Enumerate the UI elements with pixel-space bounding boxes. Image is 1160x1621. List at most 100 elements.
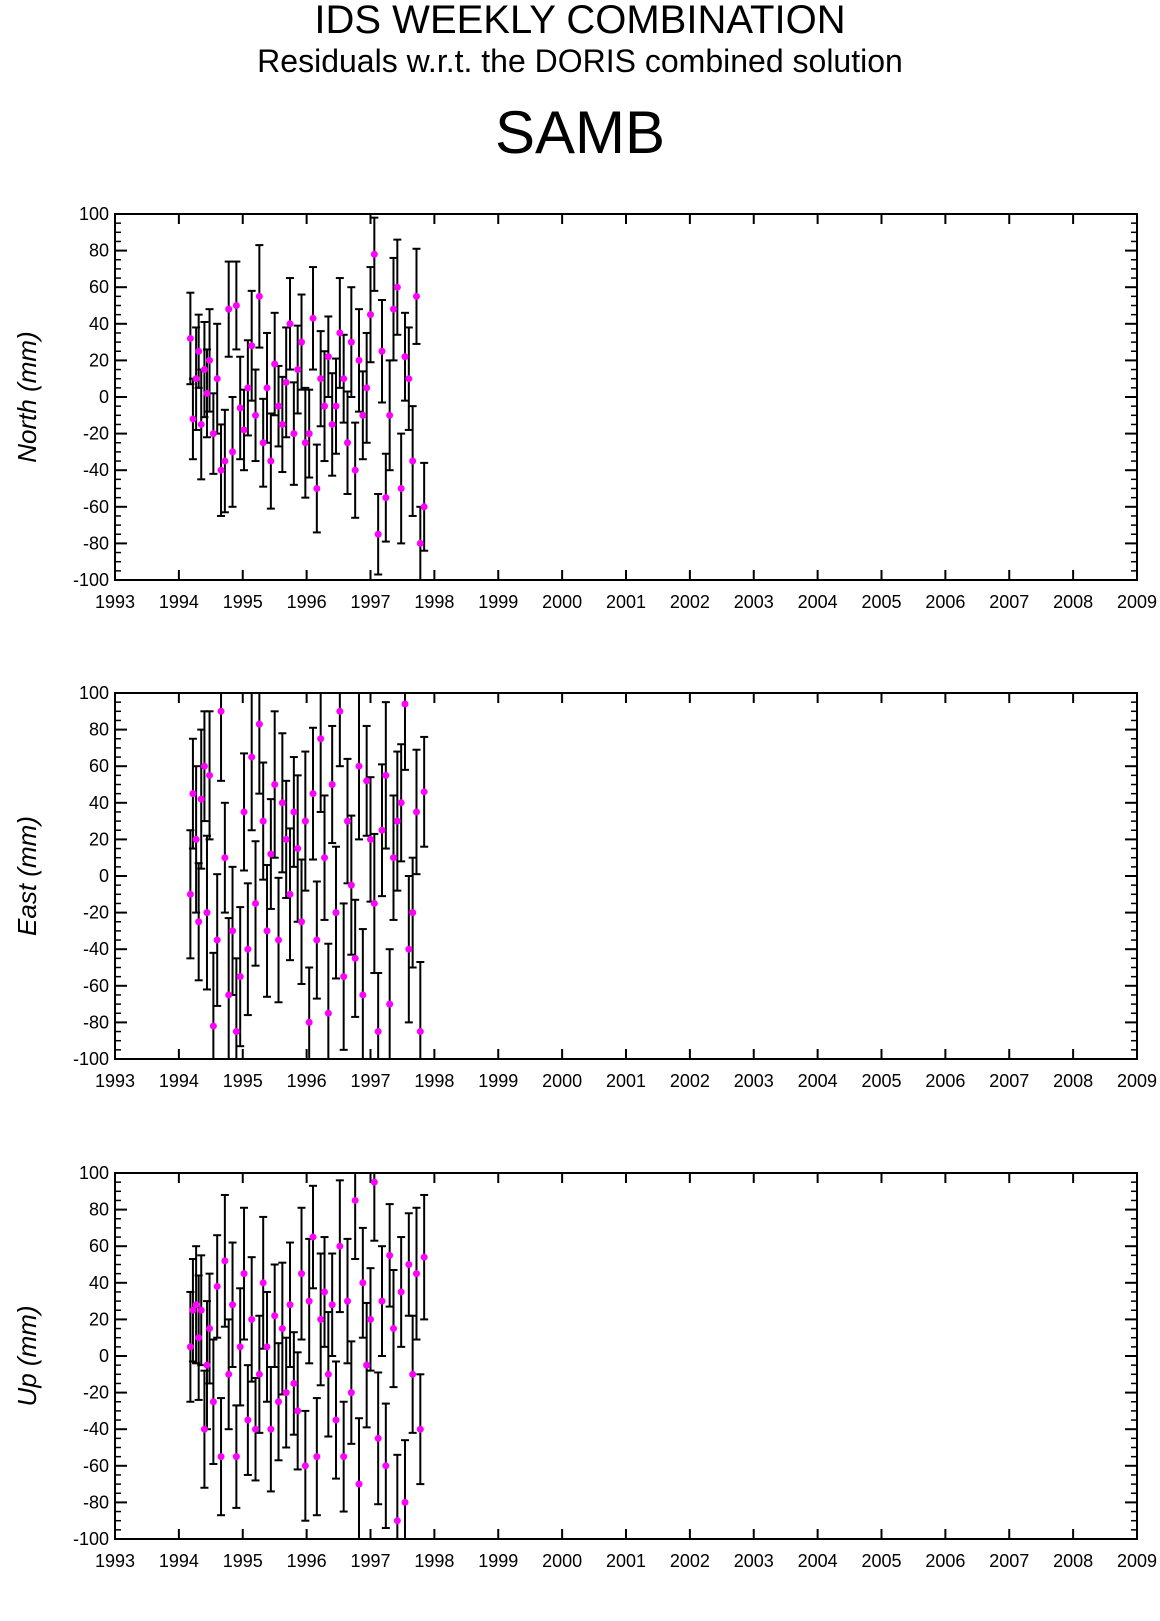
- up-data-point: [409, 1370, 417, 1378]
- north-xtick-label: 2004: [798, 592, 838, 612]
- up-data-point: [401, 1498, 409, 1506]
- east-data-point: [244, 945, 252, 953]
- east-xtick-label: 2005: [861, 1071, 901, 1091]
- north-data-point: [409, 457, 417, 465]
- north-data-point: [386, 411, 394, 419]
- east-data-point: [213, 936, 221, 944]
- north-data-point: [401, 353, 409, 361]
- up-data-point: [200, 1425, 208, 1433]
- east-ylabel: East (mm): [12, 816, 42, 936]
- east-data-point: [340, 973, 348, 981]
- north-data-point: [278, 420, 286, 428]
- east-data-point: [389, 854, 397, 862]
- north-data-point: [236, 404, 244, 412]
- east-data-point: [267, 850, 275, 858]
- north-data-point: [313, 485, 321, 492]
- north-data-point: [263, 384, 271, 392]
- north-data-point: [195, 347, 203, 355]
- east-data-point: [197, 795, 205, 803]
- north-data-point: [271, 360, 279, 368]
- up-data-point: [248, 1315, 256, 1323]
- up-data-point: [282, 1389, 290, 1397]
- up-ytick-label: -20: [83, 1383, 109, 1403]
- north-data-point: [405, 375, 413, 383]
- north-xtick-label: 1998: [414, 592, 454, 612]
- up-data-point: [203, 1361, 211, 1369]
- up-data-point: [192, 1301, 200, 1309]
- east-data-point: [236, 973, 244, 981]
- up-ytick-label: 80: [89, 1200, 109, 1220]
- chart-title: IDS WEEKLY COMBINATION: [314, 0, 846, 42]
- up-xtick-label: 2002: [670, 1551, 710, 1571]
- east-data-point: [263, 927, 271, 935]
- east-data-point: [416, 1028, 424, 1036]
- north-xtick-label: 2003: [734, 592, 774, 612]
- north-data-point: [324, 353, 332, 361]
- north-data-point: [252, 411, 260, 419]
- north-data-point: [305, 430, 313, 438]
- up-data-point: [221, 1257, 229, 1265]
- up-xtick-label: 2003: [734, 1551, 774, 1571]
- east-data-point: [271, 781, 279, 788]
- north-data-point: [294, 366, 302, 374]
- east-data-point: [232, 1028, 240, 1036]
- up-data-point: [347, 1389, 355, 1397]
- north-data-point: [197, 420, 205, 428]
- east-ytick-label: 100: [79, 683, 109, 703]
- east-ytick-label: -20: [83, 903, 109, 923]
- north-xtick-label: 2009: [1117, 592, 1157, 612]
- up-data-point: [351, 1196, 359, 1204]
- east-xtick-label: 2002: [670, 1071, 710, 1091]
- up-data-point: [344, 1297, 352, 1305]
- east-data-point: [351, 954, 359, 962]
- north-ylabel: North (mm): [12, 331, 42, 462]
- up-data-point: [309, 1233, 317, 1241]
- up-data-point: [301, 1462, 309, 1470]
- east-data-point: [248, 753, 256, 761]
- up-data-point: [378, 1297, 386, 1305]
- north-data-point: [336, 329, 344, 337]
- up-data-point: [255, 1370, 263, 1378]
- up-data-point: [386, 1251, 394, 1259]
- north-data-point: [317, 375, 325, 383]
- up-xtick-label: 2009: [1117, 1551, 1157, 1571]
- east-data-point: [206, 771, 214, 779]
- north-data-point: [206, 356, 214, 364]
- east-ytick-label: 80: [89, 720, 109, 740]
- up-data-point: [232, 1453, 240, 1461]
- east-xtick-label: 1997: [350, 1071, 390, 1091]
- up-data-point: [355, 1480, 363, 1488]
- east-data-point: [328, 781, 336, 788]
- east-plot-frame: [114, 692, 1138, 1060]
- up-data-point: [278, 1325, 286, 1333]
- up-xtick-label: 1995: [223, 1551, 263, 1571]
- up-data-point: [186, 1343, 194, 1351]
- up-data-point: [275, 1398, 283, 1406]
- east-xtick-label: 1998: [414, 1071, 454, 1091]
- north-data-point: [189, 415, 197, 423]
- north-data-point: [340, 375, 348, 383]
- up-plot-frame: [114, 1172, 1138, 1540]
- east-data-point: [332, 909, 340, 917]
- north-ytick-label: -20: [83, 424, 109, 444]
- east-xtick-label: 1996: [287, 1071, 327, 1091]
- north-xtick-label: 2001: [606, 592, 646, 612]
- east-data-point: [209, 1022, 217, 1030]
- north-data-point: [217, 466, 225, 474]
- north-data-point: [275, 402, 283, 410]
- north-data-point: [416, 539, 424, 547]
- north-data-point: [255, 292, 263, 300]
- east-residuals-panel: 1993 1994 1995 1996 1997 1998 1999 2000 2001 2002…: [12, 683, 1157, 1091]
- north-data-point: [309, 314, 317, 322]
- up-data-point: [412, 1270, 420, 1278]
- up-data-point: [236, 1343, 244, 1351]
- chart-subtitle: Residuals w.r.t. the DORIS combined solu…: [257, 43, 903, 79]
- up-data-point: [397, 1288, 405, 1296]
- east-ytick-label: -40: [83, 939, 109, 959]
- up-data-point: [286, 1301, 294, 1309]
- north-data-point: [259, 439, 267, 447]
- north-data-point: [298, 338, 306, 346]
- east-data-point: [217, 707, 225, 715]
- north-data-point: [248, 342, 256, 350]
- north-data-point: [355, 356, 363, 364]
